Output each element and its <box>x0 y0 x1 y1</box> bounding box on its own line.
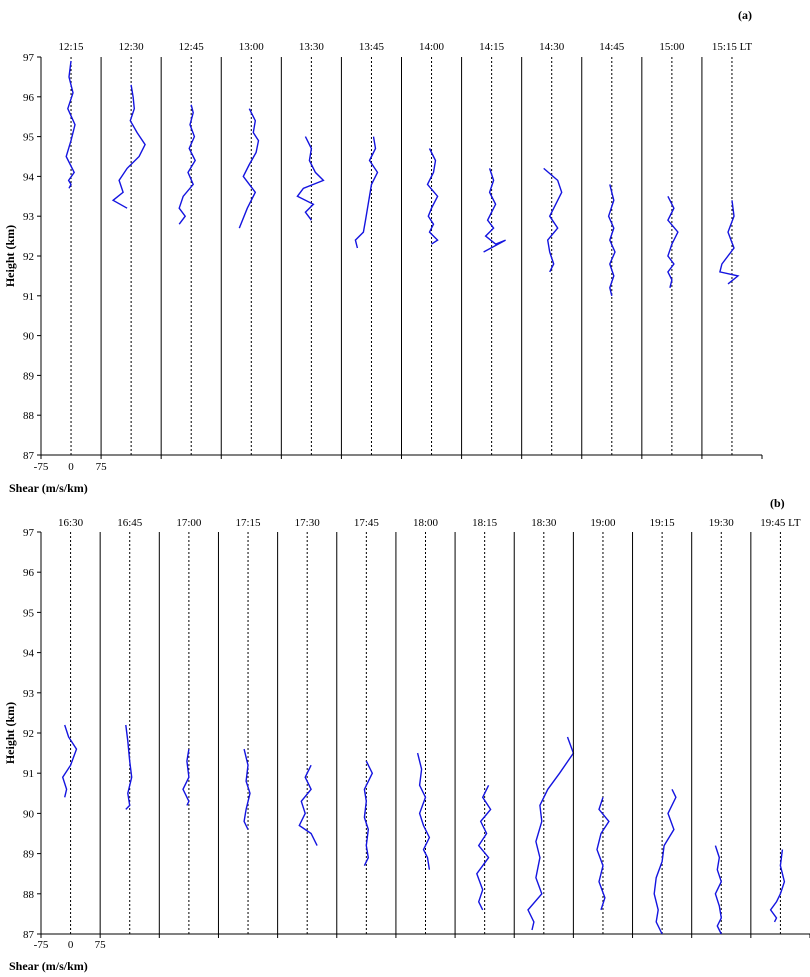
column-time-label: 13:45 <box>359 41 385 53</box>
column-time-label: 17:00 <box>176 517 202 529</box>
column-time-label: 18:00 <box>413 517 439 529</box>
column-time-label: 17:15 <box>236 517 262 529</box>
y-tick-label: 95 <box>23 132 35 144</box>
y-tick-label: 88 <box>23 410 35 422</box>
shear-profile-line <box>363 760 374 867</box>
x-tick-label: -75 <box>34 939 49 951</box>
panel-a: 87 88 89 90 91 92 93 94 95 96 97 Height (km) (a) 12:1… <box>3 8 763 495</box>
y-tick-label: 93 <box>23 688 35 700</box>
column-time-label: 12:15 <box>59 41 85 53</box>
y-tick-label: 96 <box>23 567 35 579</box>
panel-tag: (b) <box>770 496 785 510</box>
shear-profile-line <box>769 849 786 923</box>
y-tick-label: 88 <box>23 889 35 901</box>
shear-profile-line <box>238 108 260 229</box>
shear-profile-line <box>65 60 76 189</box>
shear-profile-line <box>298 764 318 846</box>
column-time-label: 13:30 <box>299 41 325 53</box>
x-tick-label: 0 <box>68 461 74 473</box>
column-time-label: 12:45 <box>179 41 205 53</box>
column-time-label: 15:00 <box>659 41 685 53</box>
x-axis-label: Shear (m/s/km) <box>9 959 88 973</box>
shear-profile-line <box>476 784 492 911</box>
shear-profile-line <box>182 748 190 806</box>
x-tick-label: 0 <box>68 939 74 951</box>
column-time-label: 14:00 <box>419 41 445 53</box>
y-tick-label: 87 <box>23 929 35 941</box>
column-time-label: 14:45 <box>599 41 625 53</box>
column-time-label: 17:30 <box>295 517 321 529</box>
y-axis-label: Height (km) <box>3 225 17 287</box>
y-tick-label: 90 <box>23 331 35 343</box>
shear-profile-line <box>243 748 251 830</box>
shear-profile-line <box>596 797 610 911</box>
column-time-label: 18:30 <box>531 517 557 529</box>
y-tick-label: 94 <box>23 648 35 660</box>
shear-profile-line <box>61 724 78 798</box>
x-tick-label: 75 <box>96 461 108 473</box>
y-tick-label: 92 <box>23 251 34 263</box>
column-time-label: 12:30 <box>119 41 145 53</box>
y-tick-label: 91 <box>23 768 34 780</box>
x-axis-label: Shear (m/s/km) <box>9 481 88 495</box>
y-tick-label: 91 <box>23 291 34 303</box>
column-time-label: 19:30 <box>709 517 735 529</box>
shear-profile-line <box>416 752 431 870</box>
x-tick-label: 75 <box>95 939 107 951</box>
shear-profile-line <box>296 136 325 221</box>
panel-tag: (a) <box>738 8 752 22</box>
y-tick-label: 87 <box>23 450 35 462</box>
shear-profile-line <box>714 845 723 935</box>
y-tick-label: 95 <box>23 607 35 619</box>
column-time-label: 18:15 <box>472 517 498 529</box>
column-time-label: 16:45 <box>117 517 143 529</box>
shear-profile-line <box>426 148 439 245</box>
column-time-label: 17:45 <box>354 517 380 529</box>
shear-profile-line <box>483 168 506 253</box>
y-tick-label: 90 <box>23 808 35 820</box>
y-tick-label: 89 <box>23 370 35 382</box>
column-time-label: 16:30 <box>58 517 84 529</box>
y-tick-label: 94 <box>23 171 35 183</box>
shear-profile-line <box>543 167 563 273</box>
shear-profile-line <box>719 200 740 285</box>
y-axis-label: Height (km) <box>3 702 17 764</box>
shear-profile-line <box>111 84 146 209</box>
y-tick-label: 96 <box>23 92 35 104</box>
shear-profile-line <box>178 104 196 225</box>
y-tick-label: 93 <box>23 211 35 223</box>
column-time-label: 19:45 LT <box>760 517 801 529</box>
column-time-label: 19:00 <box>590 517 616 529</box>
column-time-label: 14:30 <box>539 41 565 53</box>
shear-profile-line <box>607 184 616 296</box>
shear-profile-line <box>653 788 677 935</box>
panel-b: 87 88 89 90 91 92 93 94 95 96 97 Height (km) (b) 16:3… <box>3 496 810 973</box>
column-time-label: 15:15 LT <box>712 41 753 53</box>
shear-profile-line <box>527 736 575 931</box>
y-tick-label: 97 <box>23 527 35 539</box>
y-tick-label: 97 <box>23 52 35 64</box>
y-tick-label: 92 <box>23 728 34 740</box>
column-time-label: 14:15 <box>479 41 505 53</box>
shear-profile-line <box>125 724 133 810</box>
column-time-label: 13:00 <box>239 41 265 53</box>
shear-profile-line <box>667 195 679 288</box>
column-time-label: 19:15 <box>650 517 676 529</box>
x-tick-label: -75 <box>34 461 49 473</box>
shear-profile-line <box>354 136 379 249</box>
y-tick-label: 89 <box>23 849 35 861</box>
